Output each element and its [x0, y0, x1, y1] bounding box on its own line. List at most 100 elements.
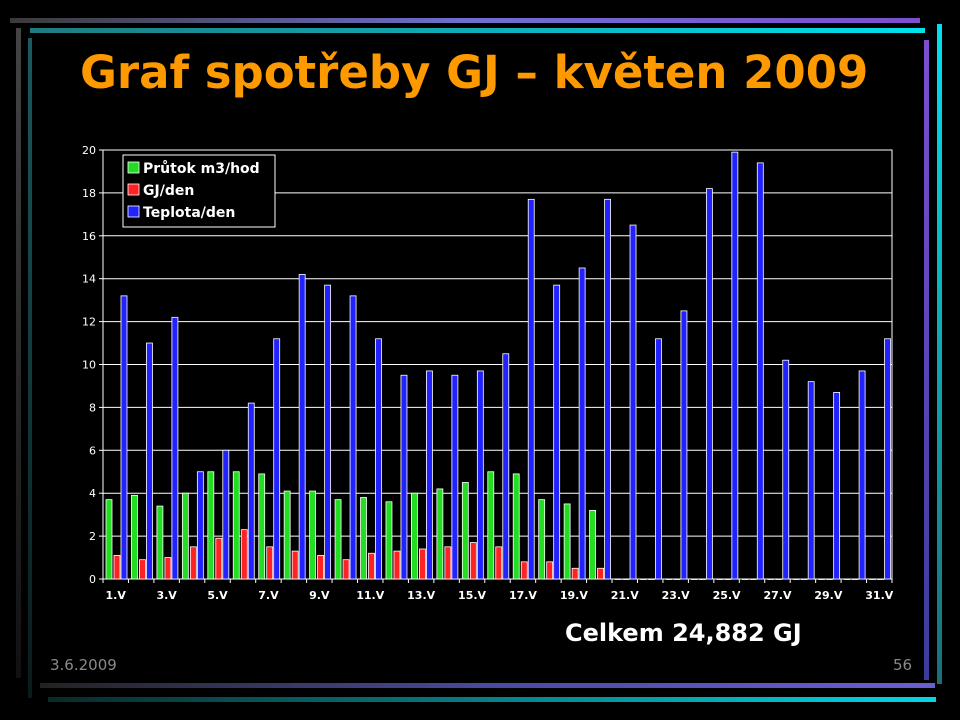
frame-left-line-inner [28, 38, 32, 698]
bar-0-2.V [131, 494, 138, 580]
x-tick-label: 1.V [106, 589, 127, 602]
bar-0-28.V [792, 578, 800, 580]
bar-1-30.V [851, 578, 859, 580]
bar-2-15.V [476, 370, 484, 580]
y-tick-label: 18 [82, 187, 96, 200]
bar-0-12.V [385, 501, 393, 580]
bar-2-8.V [298, 274, 306, 580]
bar-1-12.V [393, 550, 401, 580]
bar-2-12.V [400, 374, 408, 580]
legend-swatch [127, 205, 140, 218]
bar-2-30.V [858, 370, 866, 580]
bar-2-19.V [578, 267, 586, 580]
bar-2-22.V [655, 338, 662, 580]
frame-bottom-line-cyan [48, 697, 936, 702]
legend-swatch [127, 183, 140, 196]
bar-0-13.V [411, 492, 418, 580]
bar-2-29.V [833, 391, 841, 580]
x-tick-label: 19.V [560, 589, 588, 602]
legend-swatch [127, 161, 140, 174]
bar-0-5.V [207, 471, 215, 580]
bar-1-20.V [597, 567, 604, 580]
bar-1-15.V [469, 542, 477, 580]
bar-0-1.V [105, 499, 113, 580]
bar-2-28.V [807, 381, 815, 580]
legend-label: Průtok m3/hod [143, 160, 260, 177]
bar-1-24.V [698, 578, 706, 580]
bar-0-26.V [741, 578, 749, 580]
x-tick-label: 7.V [258, 589, 279, 602]
bar-0-17.V [512, 473, 520, 580]
bar-0-4.V [181, 492, 189, 580]
bar-0-23.V [665, 578, 673, 580]
bar-2-20.V [604, 198, 611, 580]
slide-title: Graf spotřeby GJ – květen 2009 [80, 46, 869, 99]
bar-1-27.V [775, 578, 783, 580]
bar-0-8.V [283, 490, 291, 580]
bars [105, 151, 891, 580]
frame-right-line-blue [924, 40, 929, 680]
x-tick-label: 13.V [407, 589, 435, 602]
bar-1-2.V [139, 559, 146, 580]
bar-0-11.V [360, 497, 367, 580]
bar-1-3.V [164, 557, 172, 580]
frame-top-line [10, 18, 920, 23]
bar-1-28.V [800, 578, 808, 580]
bar-1-18.V [546, 561, 554, 580]
y-tick-label: 4 [89, 487, 96, 500]
x-tick-label: 27.V [763, 589, 791, 602]
bar-2-27.V [782, 359, 790, 580]
legend-label: GJ/den [143, 183, 194, 199]
bar-0-15.V [461, 482, 469, 580]
bar-0-9.V [309, 490, 317, 580]
bar-2-10.V [349, 295, 357, 580]
bar-1-19.V [571, 567, 579, 580]
frame-right-line-cyan [937, 24, 942, 684]
bar-1-22.V [648, 578, 655, 580]
y-axis-ticks: 0 2 4 6 8 10 12 14 16 18 20 [82, 144, 103, 586]
y-tick-label: 20 [82, 144, 96, 157]
x-tick-label: 5.V [207, 589, 228, 602]
bar-1-29.V [826, 578, 834, 580]
frame-top-line-cyan [30, 28, 925, 33]
bar-2-24.V [705, 188, 713, 580]
y-tick-label: 8 [89, 401, 96, 414]
bar-1-1.V [113, 555, 121, 580]
frame-bottom-line [40, 683, 935, 688]
bar-1-16.V [495, 546, 503, 580]
bar-2-17.V [527, 198, 535, 580]
bar-0-14.V [436, 488, 444, 580]
legend-label: Teplota/den [143, 205, 235, 221]
bar-1-10.V [342, 559, 350, 580]
bar-2-25.V [731, 151, 739, 580]
bar-1-26.V [749, 578, 757, 580]
bar-0-27.V [767, 578, 775, 580]
bar-2-11.V [375, 338, 382, 580]
bar-0-22.V [640, 578, 647, 580]
bar-1-17.V [520, 561, 528, 580]
x-tick-label: 29.V [814, 589, 842, 602]
x-axis-ticks: 1.V 3.V 5.V 7.V 9.V 11.V 13.V 15.V 17.V 19.V 21.V 2… [102, 579, 894, 602]
bar-2-13.V [426, 370, 433, 580]
bar-0-7.V [258, 473, 266, 580]
bar-2-5.V [222, 449, 230, 580]
bar-1-21.V [622, 578, 630, 580]
x-tick-label: 17.V [509, 589, 537, 602]
bar-1-31.V [877, 578, 884, 580]
y-tick-label: 14 [82, 273, 96, 286]
bar-0-30.V [843, 578, 851, 580]
x-tick-label: 11.V [356, 589, 384, 602]
x-tick-label: 9.V [309, 589, 330, 602]
bar-0-19.V [563, 503, 571, 580]
bar-2-26.V [756, 162, 764, 580]
bar-2-9.V [324, 284, 332, 580]
bar-2-4.V [196, 471, 204, 580]
y-tick-label: 12 [82, 316, 96, 329]
legend: Průtok m3/hod GJ/den Teplota/den [122, 154, 276, 228]
bar-2-2.V [146, 342, 153, 580]
bar-2-14.V [451, 374, 459, 580]
y-tick-label: 2 [89, 530, 96, 543]
bar-2-21.V [629, 224, 637, 580]
bar-1-7.V [266, 546, 274, 580]
bar-2-18.V [553, 284, 561, 580]
